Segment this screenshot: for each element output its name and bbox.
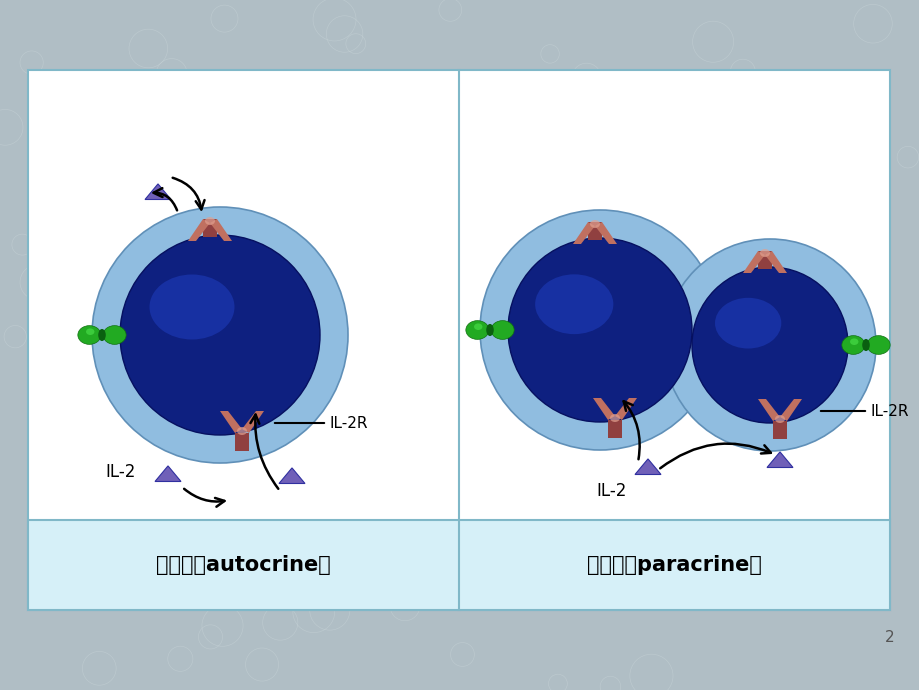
- Polygon shape: [242, 411, 264, 433]
- Polygon shape: [743, 251, 765, 273]
- Ellipse shape: [535, 275, 613, 334]
- Text: 旁分泌（paracrine）: 旁分泌（paracrine）: [586, 555, 761, 575]
- FancyBboxPatch shape: [587, 222, 601, 240]
- Polygon shape: [779, 399, 801, 421]
- Ellipse shape: [714, 298, 780, 348]
- Ellipse shape: [691, 267, 847, 423]
- Ellipse shape: [507, 238, 691, 422]
- Ellipse shape: [465, 321, 488, 339]
- Ellipse shape: [866, 335, 890, 355]
- Text: 自分泌（autocrine）: 自分泌（autocrine）: [156, 555, 331, 575]
- Ellipse shape: [205, 217, 215, 225]
- Ellipse shape: [774, 415, 784, 423]
- Ellipse shape: [78, 326, 101, 344]
- FancyBboxPatch shape: [234, 433, 249, 451]
- FancyBboxPatch shape: [757, 251, 771, 269]
- FancyBboxPatch shape: [28, 520, 889, 610]
- Text: IL-2: IL-2: [105, 463, 135, 481]
- Text: IL-2R: IL-2R: [870, 404, 909, 419]
- Polygon shape: [573, 222, 595, 244]
- Ellipse shape: [861, 339, 868, 351]
- Ellipse shape: [841, 335, 864, 355]
- Ellipse shape: [491, 321, 514, 339]
- Ellipse shape: [98, 329, 106, 341]
- Ellipse shape: [486, 324, 494, 336]
- Text: 2: 2: [884, 631, 894, 646]
- Ellipse shape: [664, 239, 875, 451]
- Ellipse shape: [86, 328, 95, 335]
- Polygon shape: [757, 399, 779, 421]
- Polygon shape: [766, 452, 792, 468]
- Polygon shape: [595, 222, 617, 244]
- Polygon shape: [210, 219, 232, 241]
- Ellipse shape: [609, 414, 619, 422]
- Polygon shape: [614, 398, 636, 420]
- Polygon shape: [765, 251, 786, 273]
- Ellipse shape: [759, 249, 769, 257]
- Ellipse shape: [149, 275, 234, 339]
- Ellipse shape: [103, 326, 126, 344]
- FancyBboxPatch shape: [772, 421, 786, 439]
- FancyBboxPatch shape: [28, 70, 889, 610]
- Text: IL-2R: IL-2R: [330, 416, 369, 431]
- Ellipse shape: [119, 235, 320, 435]
- Polygon shape: [593, 398, 614, 420]
- Ellipse shape: [92, 207, 347, 463]
- Polygon shape: [145, 184, 171, 199]
- Ellipse shape: [480, 210, 720, 450]
- Ellipse shape: [473, 324, 482, 330]
- Ellipse shape: [849, 338, 857, 345]
- Polygon shape: [220, 411, 242, 433]
- Polygon shape: [187, 219, 210, 241]
- Polygon shape: [154, 466, 181, 482]
- Ellipse shape: [589, 220, 599, 228]
- Text: IL-2: IL-2: [596, 482, 626, 500]
- FancyBboxPatch shape: [203, 219, 217, 237]
- Ellipse shape: [237, 427, 246, 435]
- Polygon shape: [278, 468, 305, 484]
- FancyBboxPatch shape: [607, 420, 621, 438]
- Polygon shape: [634, 459, 660, 475]
